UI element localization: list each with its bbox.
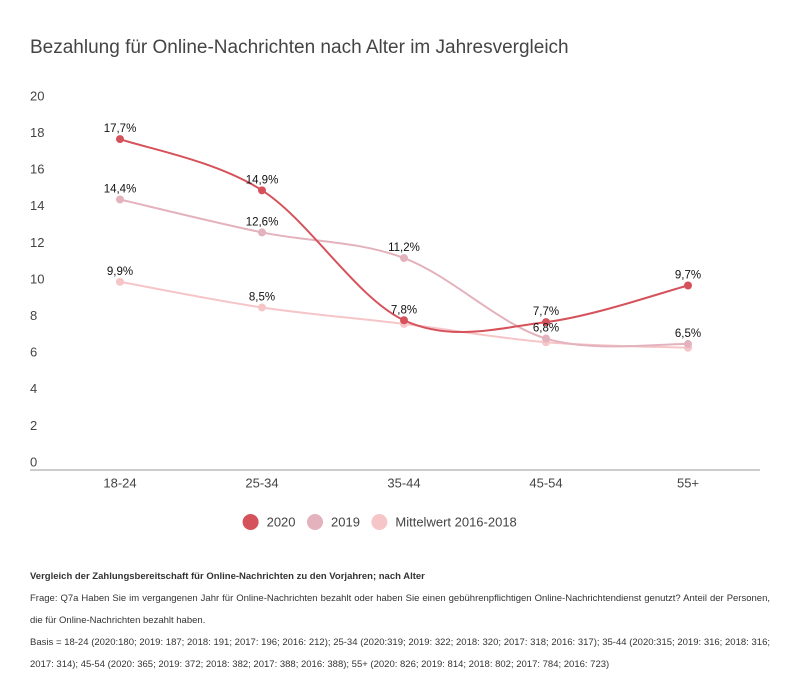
point: [258, 303, 266, 312]
point: [400, 254, 408, 263]
legend-label: 2019: [331, 514, 360, 529]
point: [116, 135, 124, 144]
point: [258, 228, 266, 237]
value-label: 9,7%: [675, 270, 701, 282]
y-tick-label: 16: [30, 162, 44, 177]
value-label: 7,8%: [391, 304, 417, 316]
x-tick-label: 45-54: [529, 475, 562, 490]
chart: Bezahlung für Online-Nachrichten nach Al…: [30, 37, 760, 530]
x-tick-label: 55+: [677, 475, 699, 490]
y-tick-label: 4: [30, 381, 37, 396]
value-label: 17,7%: [104, 123, 137, 135]
value-label: 14,9%: [246, 174, 279, 186]
point: [258, 186, 266, 195]
point: [116, 195, 124, 204]
value-label: 9,9%: [107, 266, 133, 278]
point: [116, 277, 124, 286]
line: [119, 138, 689, 334]
point: [684, 281, 692, 290]
y-tick-label: 18: [30, 125, 44, 140]
footnote-heading: Vergleich der Zahlungsbereitschaft für O…: [30, 571, 425, 582]
y-tick-label: 2: [30, 418, 37, 433]
footnote: Vergleich der Zahlungsbereitschaft für O…: [30, 566, 770, 676]
y-tick-label: 6: [30, 345, 37, 360]
legend-marker: [242, 514, 259, 530]
footnote-line: Frage: Q7a Haben Sie im vergangenen Jahr…: [30, 593, 770, 626]
point: [542, 318, 550, 327]
y-tick-label: 8: [30, 308, 37, 323]
x-tick-label: 25-34: [245, 475, 278, 490]
y-tick-label: 12: [30, 235, 44, 250]
footnote-line: Basis = 18-24 (2020:180; 2019: 187; 2018…: [30, 637, 770, 670]
value-label: 8,5%: [249, 291, 275, 303]
chart-title: Bezahlung für Online-Nachrichten nach Al…: [30, 37, 569, 58]
value-label: 14,4%: [104, 184, 137, 196]
legend-marker: [371, 514, 388, 530]
y-tick-label: 14: [30, 198, 44, 213]
x-tick-label: 35-44: [387, 475, 420, 490]
value-label: 6,5%: [675, 328, 701, 340]
value-label: 12,6%: [246, 216, 279, 228]
y-tick-label: 0: [30, 454, 37, 469]
legend-label: Mittelwert 2016-2018: [395, 514, 516, 529]
legend-marker: [307, 514, 323, 530]
y-tick-label: 10: [30, 271, 44, 286]
legend-label: 2020: [267, 514, 296, 529]
point: [542, 334, 550, 343]
value-label: 6,8%: [533, 323, 559, 335]
value-label: 11,2%: [388, 242, 420, 254]
point: [400, 316, 408, 325]
value-label: 7,7%: [533, 306, 559, 318]
y-tick-label: 20: [30, 88, 44, 103]
x-tick-label: 18-24: [103, 475, 136, 490]
point: [684, 340, 692, 349]
